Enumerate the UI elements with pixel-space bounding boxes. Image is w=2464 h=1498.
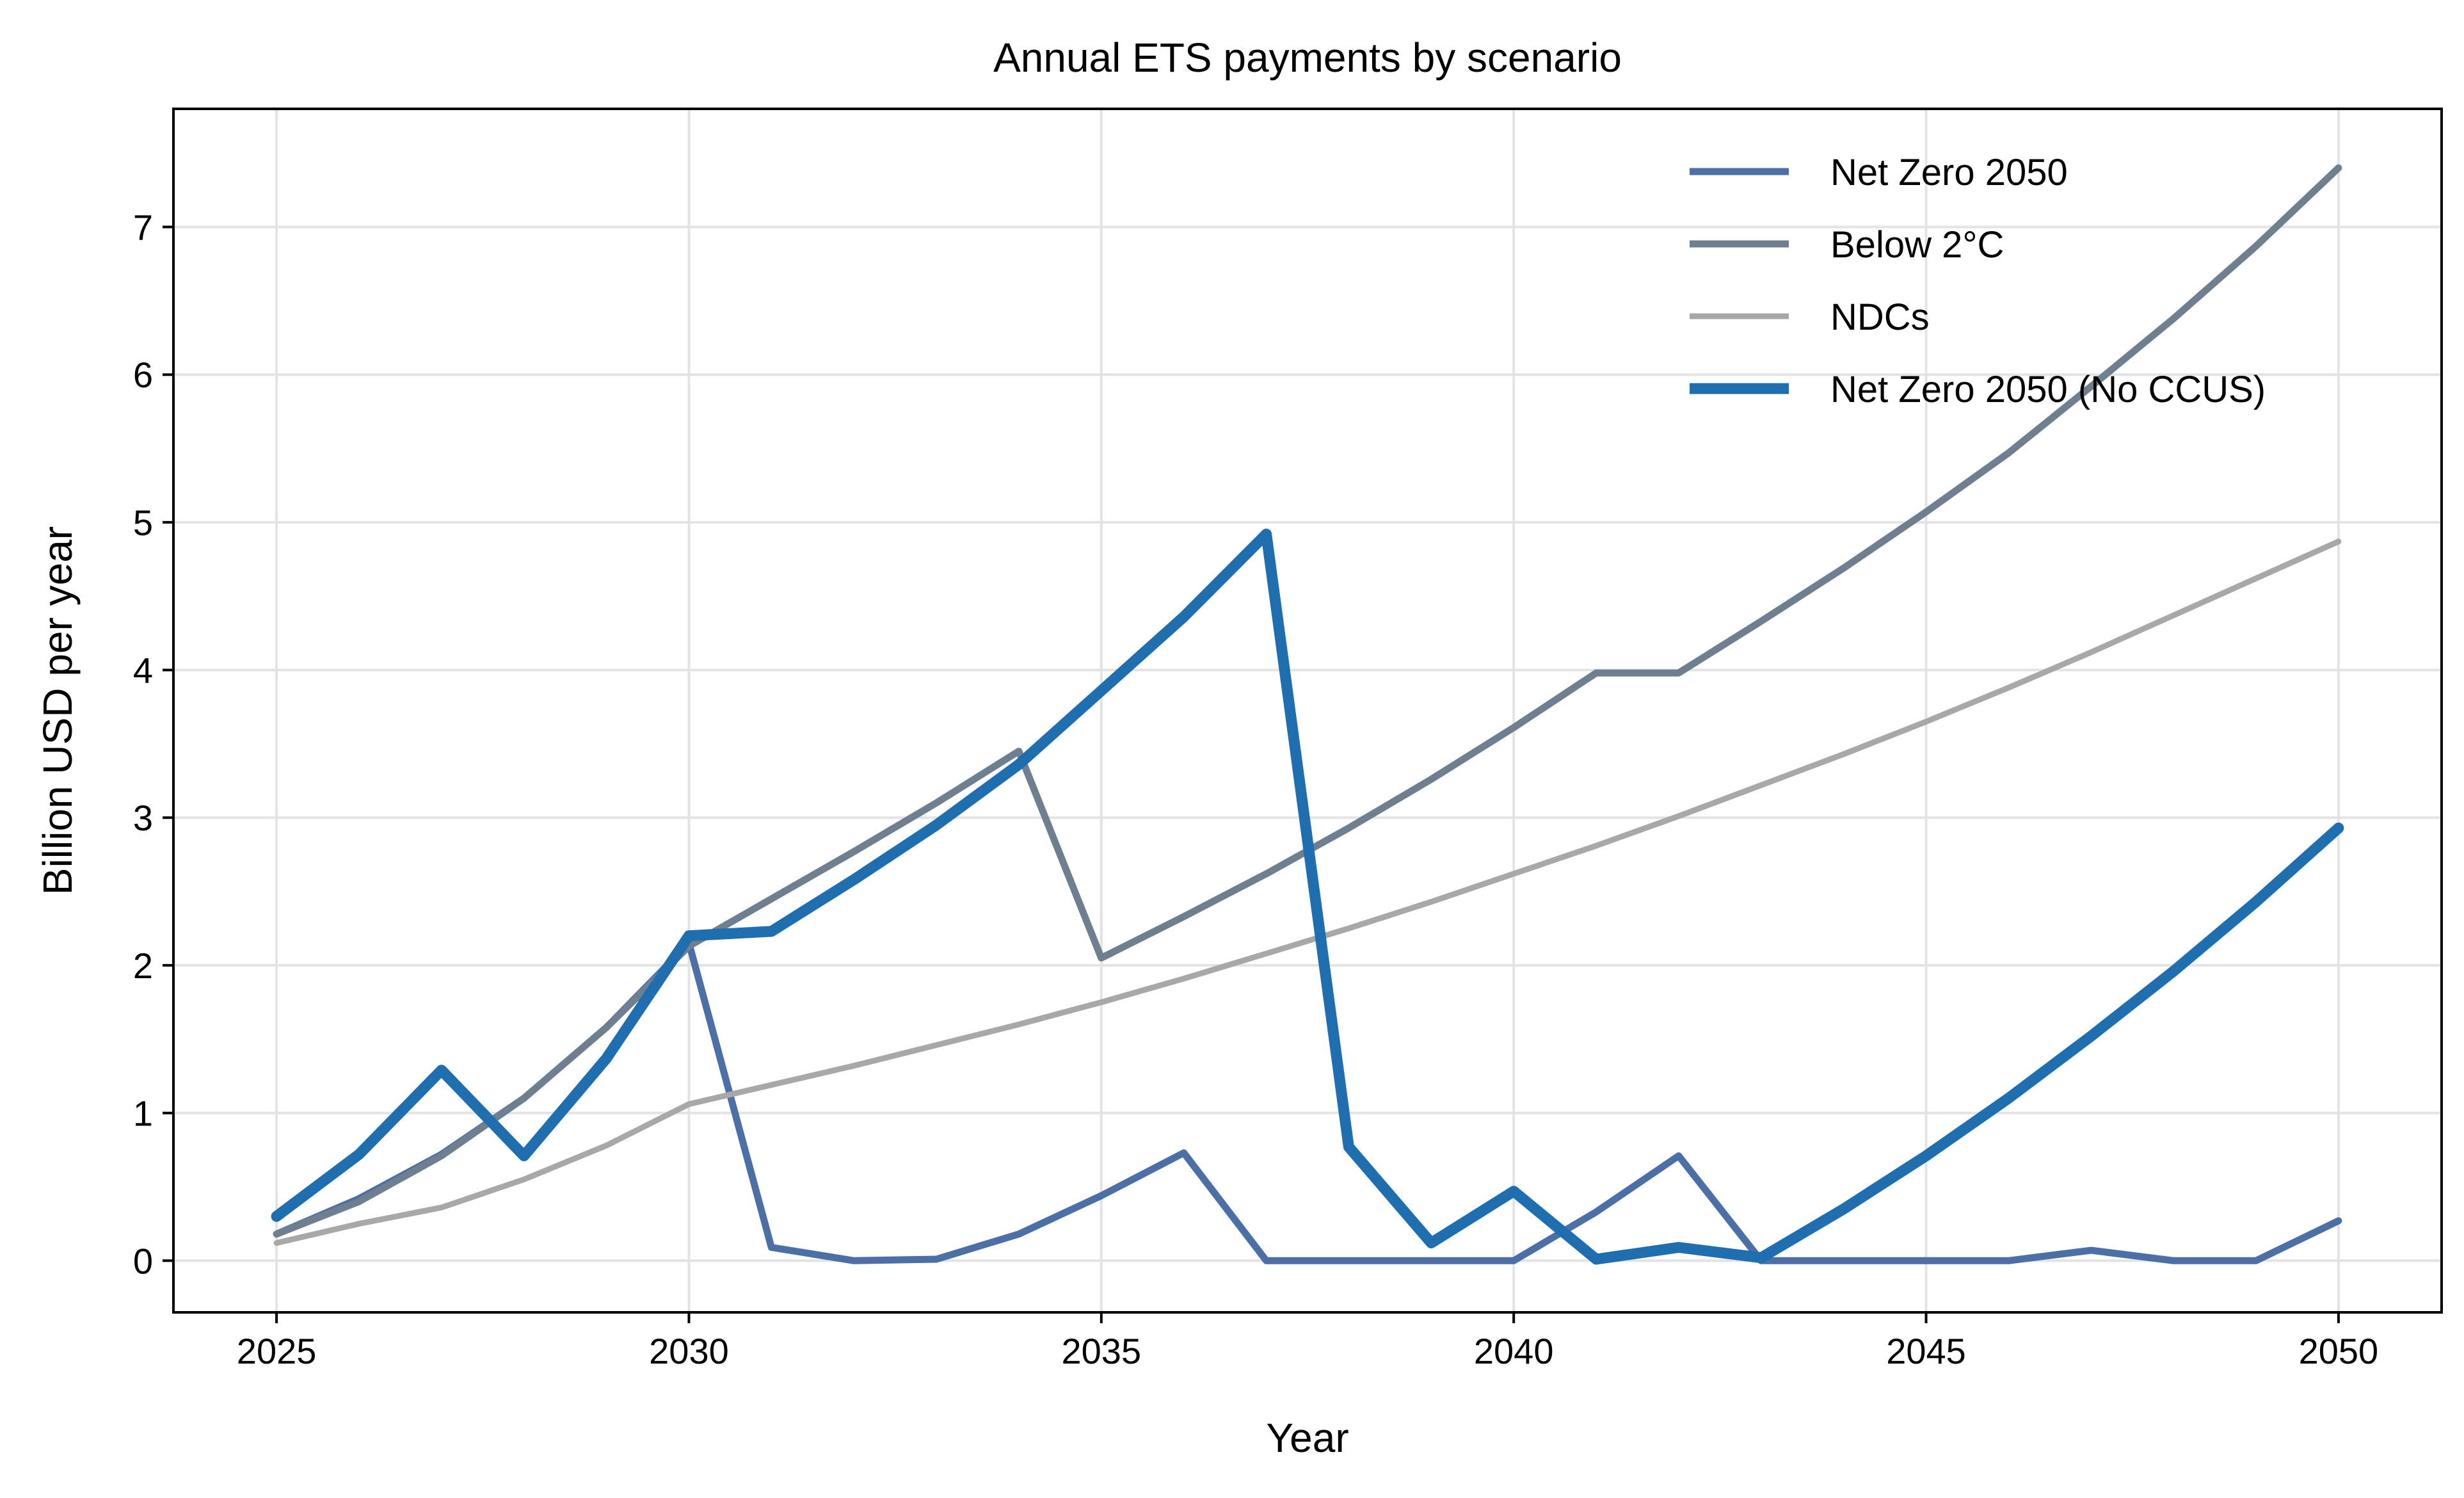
series-lines [271,164,2344,1265]
y-tick-label: 1 [133,1093,153,1134]
legend-label: Net Zero 2050 (No CCUS) [1830,369,2266,410]
series-line-3 [273,538,2342,1246]
y-tick-label: 0 [133,1241,153,1281]
y-tick-label: 4 [133,650,153,691]
x-tick-label: 2050 [2299,1331,2379,1371]
series-line-4 [271,528,2344,1265]
gridlines [173,109,2442,1312]
x-tick-label: 2025 [237,1331,317,1371]
y-tick-label: 6 [133,355,153,395]
x-axis-label: Year [1266,1415,1348,1461]
x-axis: 2025 2030 2035 2040 2045 2050 [237,1312,2378,1371]
legend-label: Below 2°C [1830,224,2004,266]
legend-label: Net Zero 2050 [1830,152,2068,193]
y-axis: 0 1 2 3 4 5 6 7 [133,207,173,1281]
y-tick-label: 5 [133,503,153,543]
plot-frame [172,108,2443,1314]
x-tick-label: 2035 [1062,1331,1142,1371]
x-tick-label: 2045 [1886,1331,1966,1371]
legend: Net Zero 2050 Below 2°C NDCs Net Zero 2050 … [1690,152,2266,410]
y-axis-label: Billion USD per year [35,526,81,895]
x-tick-label: 2040 [1474,1331,1554,1371]
y-tick-label: 3 [133,798,153,838]
y-tick-label: 7 [133,207,153,248]
chart-title: Annual ETS payments by scenario [993,35,1622,81]
legend-label: NDCs [1830,296,1930,338]
y-tick-label: 2 [133,946,153,986]
x-tick-label: 2030 [649,1331,729,1371]
